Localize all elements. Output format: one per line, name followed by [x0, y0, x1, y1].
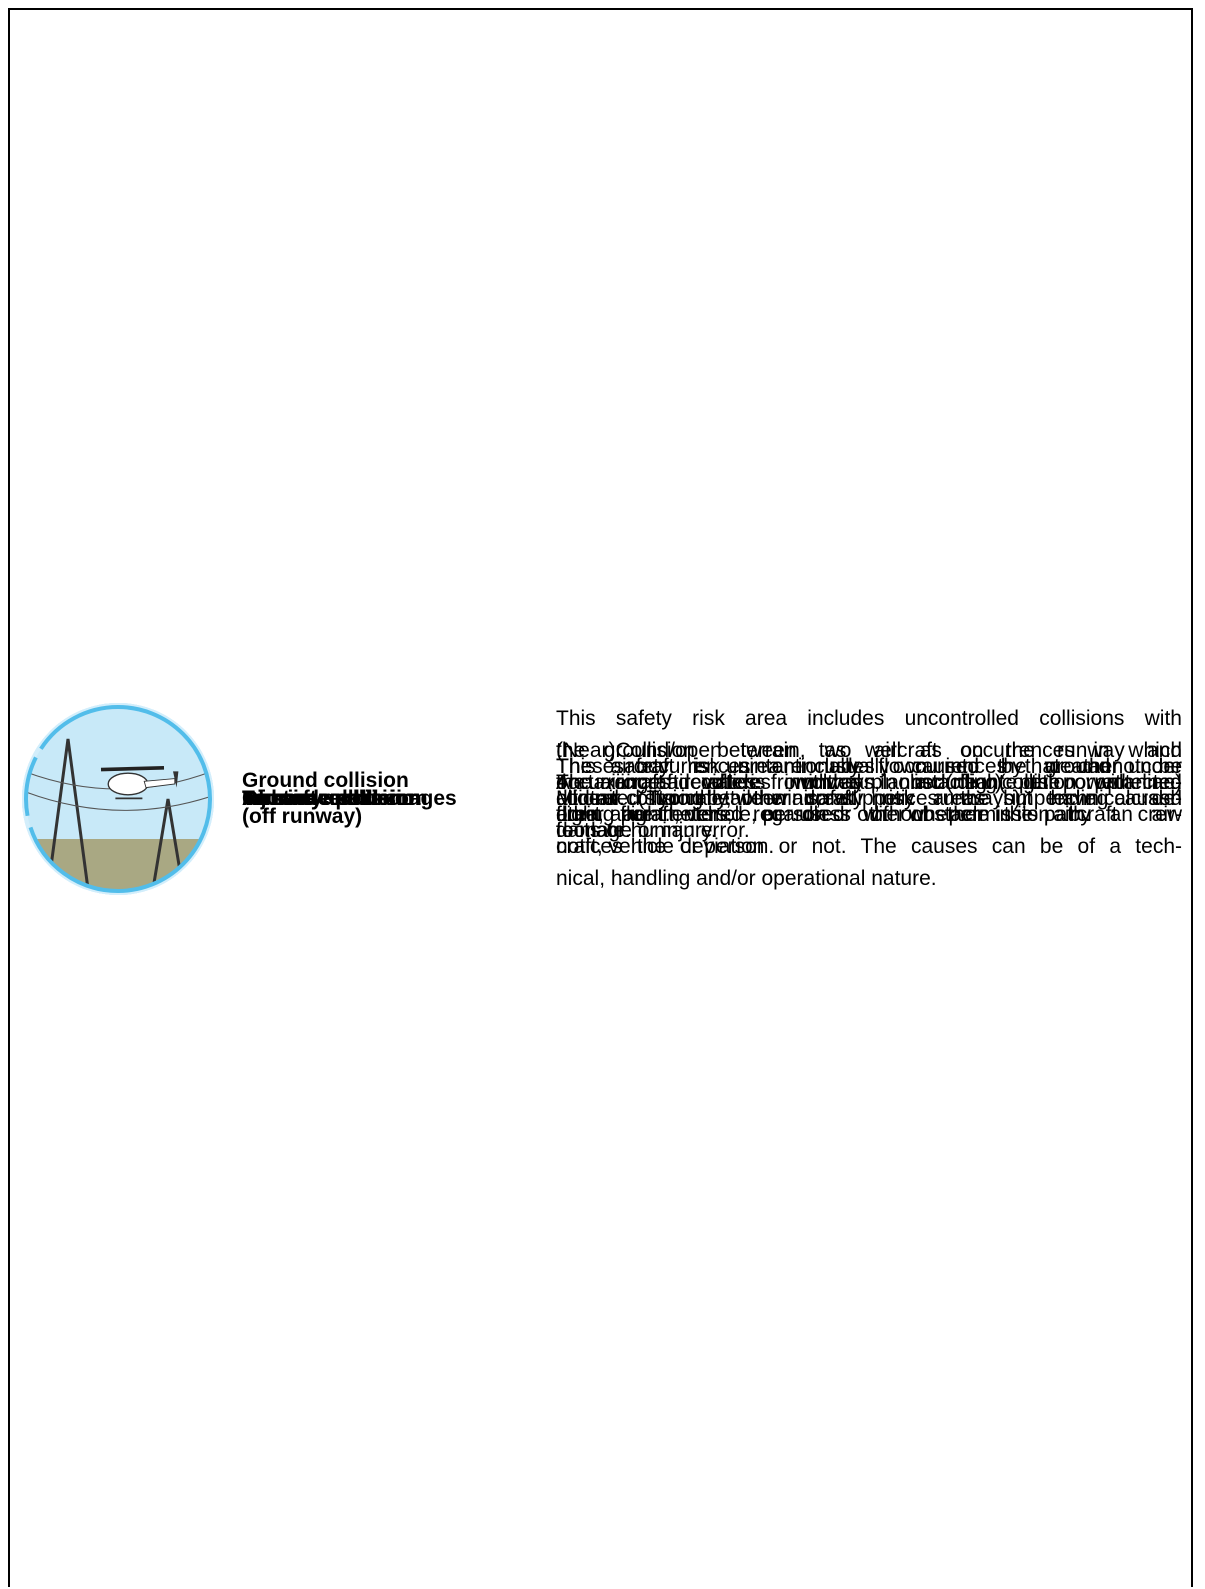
description-line: The aircraft collides with an obstacle (… — [556, 770, 1182, 794]
label-line: Runway collision — [242, 786, 414, 810]
description-line: occurrences where runways, including the… — [556, 770, 1182, 794]
table-row: Obstacle collision The aircraft collides … — [10, 702, 1191, 1587]
icon — [22, 702, 214, 895]
description-line: fects or human error. — [556, 818, 750, 842]
label-line: Obstacle collision — [242, 786, 422, 810]
row-label: Runway collision — [242, 781, 414, 817]
label-line: Injuries and damages — [242, 786, 457, 810]
label-line: (off runway) — [242, 804, 363, 828]
label-line: Ground collision — [242, 768, 409, 792]
description-line: control. Typically, the crew notices the… — [556, 786, 1182, 810]
description-line: too late. — [556, 818, 631, 842]
description-line: notices the deviation or not. The causes… — [556, 834, 1182, 858]
row-label: Injuries and damages — [242, 781, 457, 817]
risk-table: Aircraft upset This safety risk area incl… — [8, 8, 1193, 1587]
description-line: craft, vehicle or person. — [556, 834, 775, 858]
row-label: Airborne collision — [242, 781, 421, 817]
description-line: the ground/open terrain, as well as occu… — [556, 738, 1182, 762]
description-line: damage or injury. — [556, 818, 717, 842]
label-line: Aircraft upset — [242, 786, 379, 810]
description-line: other aircraft, vehicle, person or other… — [556, 802, 1091, 826]
row-description: (Near)Collision between two aircraft on … — [556, 735, 1182, 863]
row-label: Aircraft upset — [242, 781, 379, 817]
label-line: Runway excursion — [242, 786, 428, 810]
description-line: area, are entered or used without permis… — [556, 802, 1182, 826]
row-description: The aircraft collides with an obstacle (… — [556, 767, 1182, 831]
description-line: This safety risk area includes uncontrol… — [556, 706, 1182, 730]
row-label: Obstacle collision — [242, 781, 422, 817]
description-line: allocated to the other safety risk areas… — [556, 786, 1182, 810]
label-line: Terrain collision — [242, 786, 403, 810]
table-row: Aircraft upset This safety risk area incl… — [10, 10, 1191, 895]
description-line: nical, handling and/or operational natur… — [556, 866, 937, 890]
row-description: These occurrences are usually caused by … — [556, 751, 1182, 847]
description-line: This safety risk area includes occurrenc… — [556, 754, 1182, 778]
row-description: Mid-air collision between aircraft. — [556, 783, 1182, 815]
row-description: A taxiing aircraft is involved in a (nea… — [556, 767, 1182, 831]
description-line: ditions (strong tail wind, slippery runw… — [556, 786, 1182, 810]
description-line: A taxiing aircraft is involved in a (nea… — [556, 770, 1182, 794]
description-line: Mid-air collision between aircraft. — [556, 786, 862, 810]
table-row: Ground collision (off runway) A taxiing ai… — [10, 702, 1191, 1188]
table-row: Runway excursion These occurrences are us… — [10, 218, 1191, 895]
description-line: These occurrences are usually caused by … — [556, 754, 1182, 778]
row-description: This safety risk area includes uncontrol… — [556, 703, 1182, 895]
row-label: Ground collision (off runway) — [242, 763, 409, 835]
description-line: (Near)Collision between two aircraft on … — [556, 738, 1182, 762]
label-line: Airborne collision — [242, 786, 421, 810]
table-row: Terrain collision The aircraft is uninten… — [10, 702, 1191, 1382]
description-line: The aircraft is unintentionally flown in… — [556, 754, 1182, 778]
description-line: the aircraft deviates from the planned f… — [556, 770, 1182, 794]
description-line: during flight. — [556, 802, 671, 826]
table-row: Injuries and damages This safety risk are… — [10, 412, 1191, 895]
row-description: This safety risk area includes occurrenc… — [556, 751, 1182, 847]
row-label: Runway excursion — [242, 781, 428, 817]
row-label: Terrain collision — [242, 781, 403, 817]
description-line: flight parameters, regardless of whether… — [556, 802, 1182, 826]
row-description: The aircraft is unintentionally flown in… — [556, 751, 1182, 847]
